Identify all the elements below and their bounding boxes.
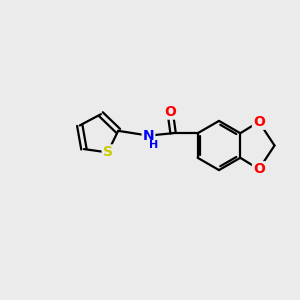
Text: O: O [164, 105, 176, 118]
Text: S: S [103, 146, 113, 159]
Text: O: O [253, 162, 265, 176]
Text: N: N [143, 129, 154, 142]
Text: H: H [149, 140, 158, 150]
Text: O: O [253, 115, 265, 129]
